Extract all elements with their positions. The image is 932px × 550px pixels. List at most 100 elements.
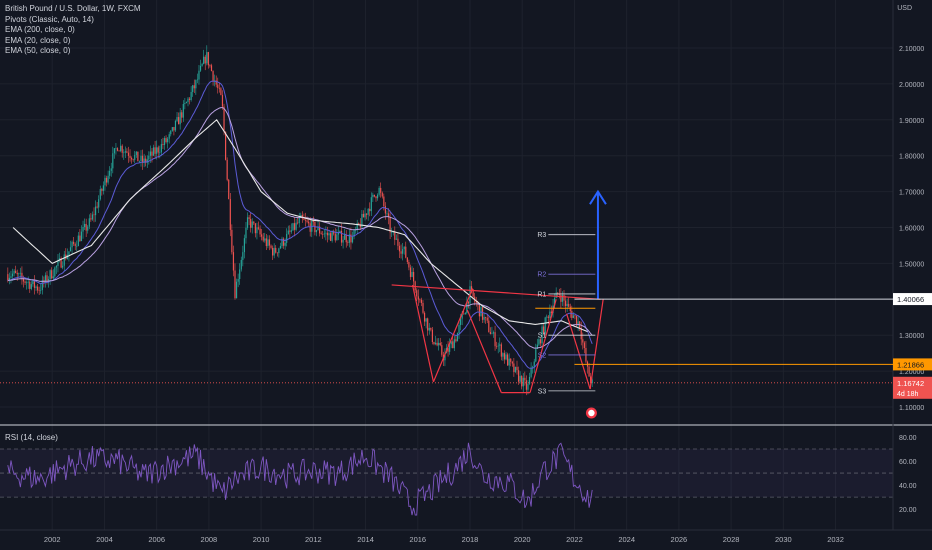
candle-body (554, 298, 556, 306)
time-axis-label: 2032 (827, 535, 844, 544)
candle-body (87, 226, 89, 231)
candle-body (456, 333, 459, 342)
candle-body (513, 363, 515, 373)
candle-body (229, 199, 231, 230)
candle-body (447, 348, 449, 352)
candle-body (207, 52, 209, 66)
candle-body (10, 276, 12, 278)
candle-body (486, 317, 488, 321)
candle-body (63, 254, 65, 266)
candle-body (558, 293, 560, 295)
candle-body (55, 266, 57, 268)
candle-body (413, 271, 415, 282)
ema200-indicator-label[interactable]: EMA (200, close, 0) (5, 25, 75, 34)
candle-body (323, 233, 325, 235)
candle-body (273, 247, 275, 256)
candle-body (481, 307, 484, 320)
candle-body (127, 152, 130, 156)
candle-body (507, 354, 509, 366)
candle-body (342, 239, 344, 243)
candle-body (225, 131, 227, 160)
candle-body (261, 234, 263, 237)
candle-body (173, 127, 175, 131)
candle-body (35, 286, 37, 288)
ema50-indicator-label[interactable]: EMA (50, close, 0) (5, 46, 71, 55)
candle-body (367, 208, 369, 215)
candle-body (98, 199, 100, 208)
candle-body (145, 158, 147, 163)
ema20-line (7, 80, 593, 369)
candle-body (417, 296, 419, 300)
candle-body (270, 245, 272, 248)
countdown-badge: 4d 18h (897, 391, 919, 398)
candle-body (398, 245, 401, 252)
candle-body (298, 217, 300, 224)
candle-body (228, 179, 230, 200)
candle-body (514, 366, 517, 373)
candle-body (131, 157, 133, 160)
candle-body (120, 145, 122, 151)
price-axis-label: 1.10000 (899, 405, 924, 412)
candle-body (402, 249, 404, 254)
candle-body (566, 303, 568, 307)
candle-body (107, 175, 109, 183)
candle-body (422, 302, 424, 313)
rsi-pane[interactable] (0, 442, 893, 516)
candle-body (500, 344, 502, 357)
candle-body (517, 370, 520, 382)
candle-body (344, 234, 346, 240)
candle-body (320, 233, 322, 235)
candle-body (226, 159, 228, 180)
price-axis-label: 2.10000 (899, 46, 924, 53)
candle-body (47, 279, 50, 282)
candle-body (248, 217, 250, 219)
ema20-indicator-label[interactable]: EMA (20, close, 0) (5, 35, 71, 45)
candle-body (188, 98, 191, 100)
candle-body (51, 270, 53, 279)
candle-body (428, 327, 430, 331)
candle-body (267, 239, 269, 247)
candle-body (329, 233, 332, 241)
candle-body (308, 221, 310, 224)
rsi-axis-label: 20.00 (899, 507, 917, 514)
rsi-indicator-label[interactable]: RSI (14, close) (5, 433, 58, 442)
pivot-s1-label: S1 (538, 333, 547, 340)
currency-label: USD (897, 5, 912, 12)
candle-body (116, 148, 119, 151)
price-pane[interactable] (7, 45, 593, 396)
candle-body (494, 332, 496, 347)
candle-body (129, 155, 131, 158)
candle-body (406, 257, 408, 262)
candle-body (57, 260, 59, 267)
candle-body (149, 151, 151, 156)
pivots-indicator-label[interactable]: Pivots (Classic, Auto, 14) (5, 14, 94, 24)
candle-body (394, 231, 396, 240)
candle-body (419, 299, 421, 301)
candle-body (511, 361, 513, 364)
candle-body (347, 242, 349, 243)
candle-body (118, 150, 120, 152)
candle-body (143, 158, 145, 163)
orange-price-badge-bg (893, 358, 932, 371)
candle-body (165, 138, 167, 143)
candle-body (348, 234, 350, 243)
candle-body (68, 251, 70, 255)
symbol-title[interactable]: British Pound / U.S. Dollar, 1W, FXCM (5, 4, 141, 13)
candle-body (524, 377, 526, 381)
candle-body (378, 187, 380, 195)
candle-body (182, 104, 184, 118)
candle-body (217, 84, 219, 88)
candle-body (109, 170, 111, 176)
candle-body (279, 246, 282, 249)
candlesticks[interactable] (7, 45, 593, 396)
candle-body (282, 238, 285, 246)
candle-body (397, 238, 399, 246)
candle-body (568, 303, 570, 307)
candle-body (519, 375, 521, 382)
candle-body (84, 223, 86, 227)
candle-body (193, 85, 195, 89)
pattern-line (566, 313, 591, 390)
candle-body (41, 280, 43, 290)
candle-body (577, 321, 579, 326)
